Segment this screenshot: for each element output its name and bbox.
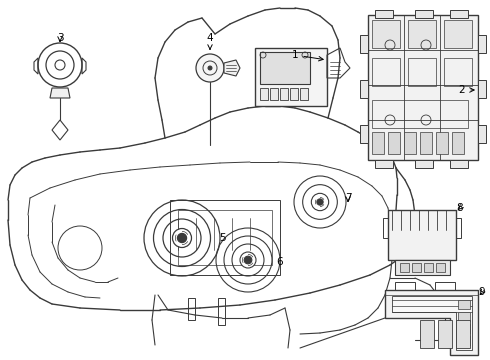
Bar: [458, 336, 470, 345]
Text: 6: 6: [277, 257, 283, 267]
Text: 2: 2: [459, 85, 474, 95]
Bar: [408, 58, 436, 86]
Bar: [415, 10, 433, 18]
Text: 7: 7: [344, 193, 351, 203]
Bar: [270, 88, 278, 100]
Bar: [458, 312, 470, 321]
Bar: [436, 263, 445, 272]
Bar: [290, 88, 298, 100]
Bar: [424, 263, 433, 272]
Bar: [395, 260, 450, 275]
Text: 9: 9: [479, 287, 485, 297]
Circle shape: [208, 66, 212, 70]
Bar: [450, 160, 468, 168]
Circle shape: [244, 256, 252, 264]
Circle shape: [177, 233, 187, 243]
Bar: [478, 35, 486, 53]
Bar: [388, 132, 400, 154]
Bar: [436, 132, 448, 154]
Bar: [178, 210, 272, 265]
Bar: [368, 15, 478, 160]
Circle shape: [196, 54, 224, 82]
Bar: [456, 218, 461, 238]
Bar: [478, 80, 486, 98]
Bar: [444, 58, 472, 86]
Bar: [360, 125, 368, 143]
Circle shape: [311, 193, 329, 211]
Bar: [400, 263, 409, 272]
Bar: [360, 35, 368, 53]
Bar: [450, 10, 468, 18]
Polygon shape: [224, 60, 240, 76]
Bar: [420, 132, 432, 154]
Polygon shape: [392, 296, 472, 350]
Bar: [383, 218, 388, 238]
Bar: [452, 132, 464, 154]
Bar: [375, 160, 393, 168]
Text: 4: 4: [207, 33, 213, 49]
Bar: [444, 20, 472, 48]
Bar: [395, 282, 415, 290]
Text: 5: 5: [219, 233, 225, 243]
Bar: [478, 125, 486, 143]
Bar: [438, 320, 452, 348]
Bar: [280, 88, 288, 100]
Bar: [170, 200, 280, 275]
Bar: [408, 20, 436, 48]
Bar: [404, 132, 416, 154]
Circle shape: [317, 199, 323, 205]
Circle shape: [172, 229, 192, 248]
Text: 1: 1: [292, 50, 323, 61]
Bar: [456, 320, 470, 348]
Bar: [415, 160, 433, 168]
Bar: [372, 20, 400, 48]
Circle shape: [55, 60, 65, 70]
Bar: [458, 300, 470, 309]
Bar: [388, 210, 456, 260]
Bar: [360, 80, 368, 98]
Bar: [458, 324, 470, 333]
Bar: [412, 263, 421, 272]
Bar: [260, 52, 310, 84]
Text: 3: 3: [57, 33, 63, 43]
Bar: [255, 48, 327, 106]
Bar: [420, 320, 434, 348]
Bar: [435, 282, 455, 290]
Bar: [375, 10, 393, 18]
Bar: [372, 100, 468, 128]
Text: 8: 8: [457, 203, 464, 213]
Bar: [372, 58, 400, 86]
Bar: [300, 88, 308, 100]
Polygon shape: [385, 290, 478, 355]
Bar: [372, 132, 384, 154]
Bar: [260, 88, 268, 100]
Polygon shape: [50, 88, 70, 98]
Circle shape: [240, 252, 256, 268]
